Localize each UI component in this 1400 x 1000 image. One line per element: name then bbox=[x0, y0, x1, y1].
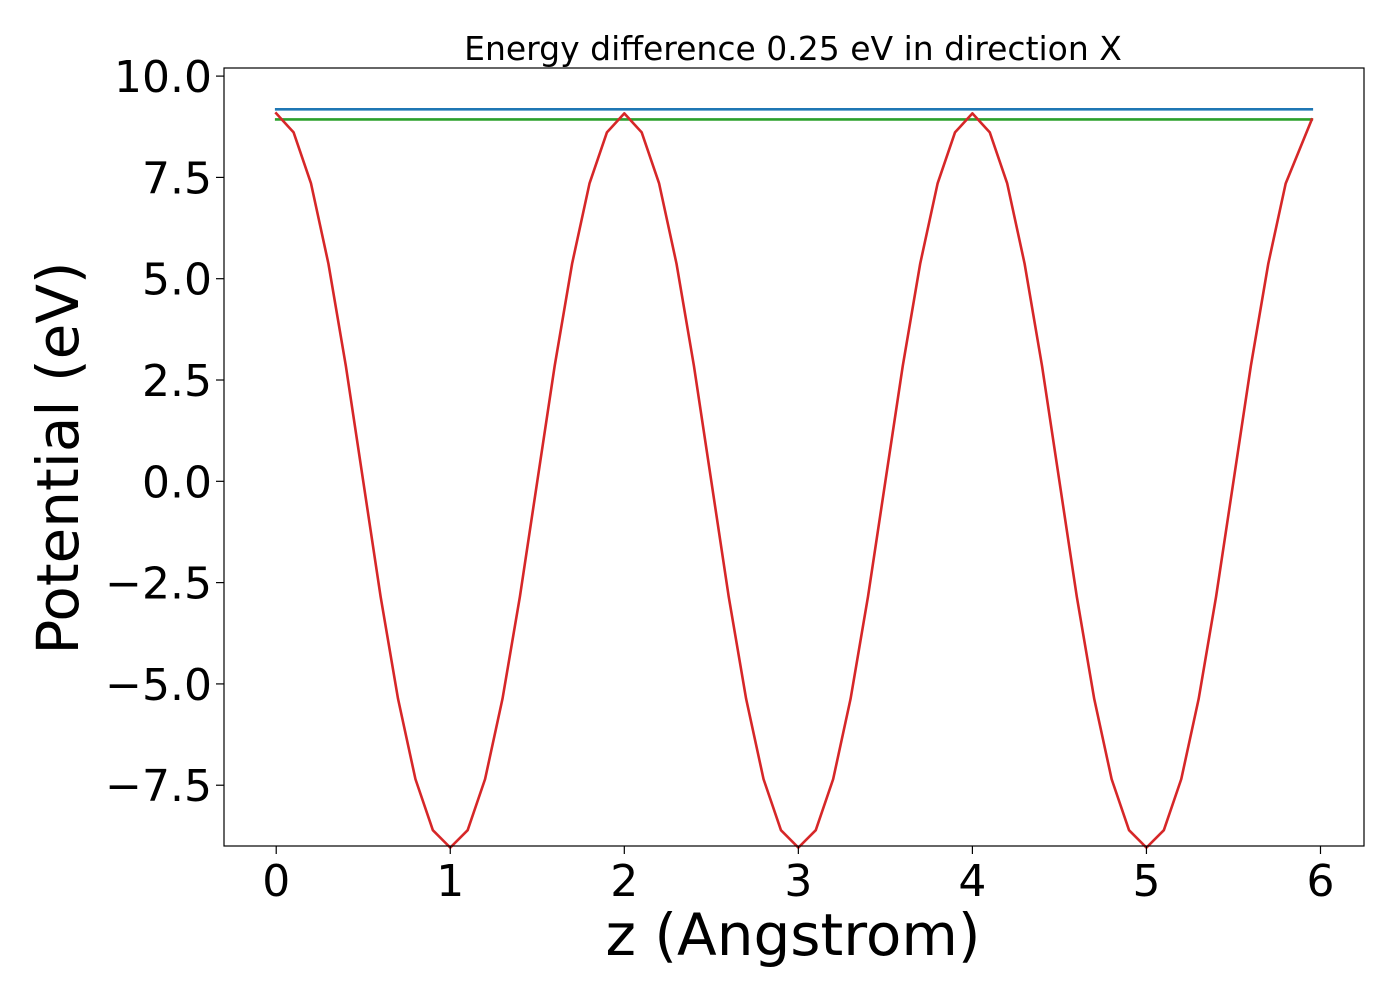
y-tick-label: −2.5 bbox=[105, 559, 212, 610]
x-axis: 0 1 2 3 4 5 6 bbox=[262, 846, 1334, 907]
y-axis-label: Potential (eV) bbox=[24, 261, 92, 654]
y-tick-label: 10.0 bbox=[114, 52, 212, 103]
y-axis: 10.0 7.5 5.0 2.5 0.0 −2.5 −5.0 −7.5 bbox=[105, 52, 224, 812]
x-axis-label: z (Angstrom) bbox=[606, 901, 981, 969]
series-line-2 bbox=[274, 111, 1314, 849]
y-tick-label: 5.0 bbox=[142, 255, 212, 306]
y-tick-label: 7.5 bbox=[142, 153, 212, 204]
x-tick-label: 0 bbox=[262, 856, 290, 907]
x-tick-label: 2 bbox=[610, 856, 638, 907]
y-tick-label: −5.0 bbox=[105, 660, 212, 711]
y-tick-label: 0.0 bbox=[142, 457, 212, 508]
x-tick-label: 1 bbox=[436, 856, 464, 907]
plot-area bbox=[274, 108, 1314, 849]
y-tick-label: −7.5 bbox=[105, 761, 212, 812]
x-tick-label: 6 bbox=[1306, 856, 1334, 907]
x-tick-label: 4 bbox=[958, 856, 986, 907]
x-tick-label: 5 bbox=[1132, 856, 1160, 907]
y-tick-label: 2.5 bbox=[142, 356, 212, 407]
plot-frame bbox=[223, 67, 1365, 847]
chart-title: Energy difference 0.25 eV in direction X bbox=[464, 29, 1122, 68]
x-tick-label: 3 bbox=[784, 856, 812, 907]
